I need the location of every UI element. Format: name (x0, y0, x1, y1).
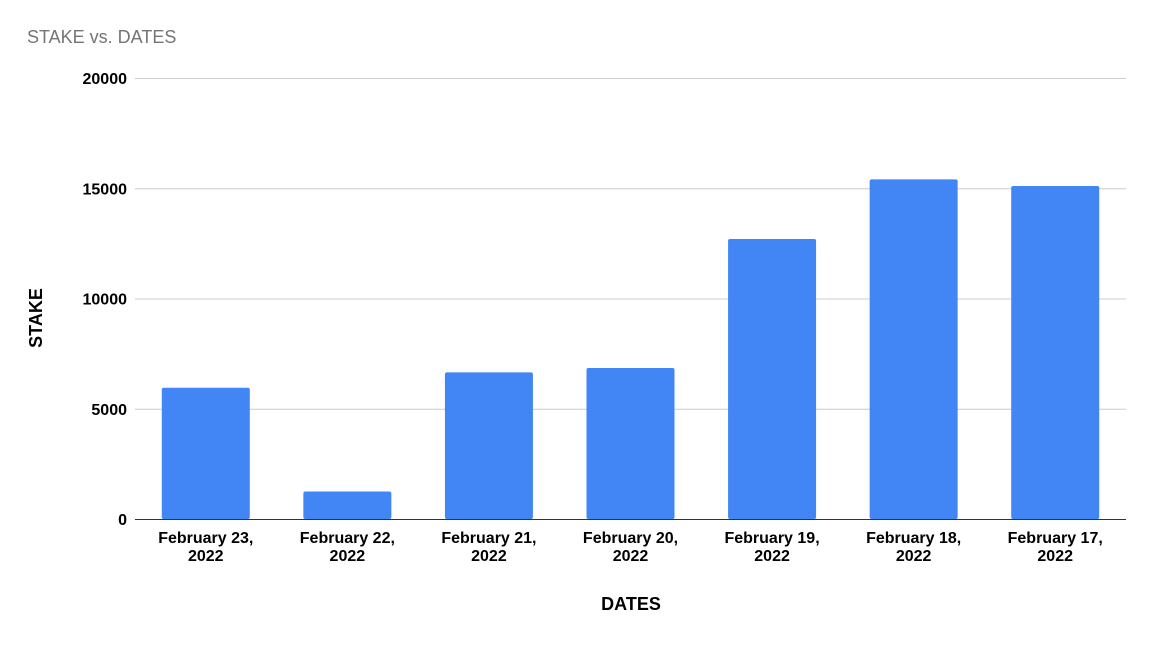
y-tick-label: 5000 (91, 402, 127, 419)
y-tick-label: 10000 (83, 292, 128, 309)
x-tick-label: February 22, 2022 (300, 530, 395, 565)
y-tick-label: 20000 (83, 71, 128, 88)
bar (728, 238, 817, 519)
x-tick-label: February 21, 2022 (441, 530, 536, 565)
bar (586, 367, 675, 519)
bar (1011, 186, 1100, 520)
bars (161, 179, 1100, 520)
y-tick-label: 0 (118, 512, 127, 529)
bar (444, 372, 533, 519)
x-tick-label: February 19, 2022 (724, 530, 819, 565)
x-axis-title: DATES (601, 594, 661, 614)
bar (161, 387, 250, 519)
x-tick-label: February 18, 2022 (866, 530, 961, 565)
y-axis-tick-labels: 0 5000 10000 15000 20000 (83, 71, 128, 529)
chart-title: STAKE vs. DATES (27, 27, 176, 47)
x-tick-label: February 20, 2022 (583, 530, 678, 565)
y-axis-title: STAKE (26, 288, 46, 348)
x-tick-label: February 23, 2022 (158, 530, 253, 565)
gridlines (135, 78, 1126, 410)
bar (869, 179, 958, 519)
bar (303, 491, 392, 519)
x-tick-label: February 17, 2022 (1008, 530, 1103, 565)
y-tick-label: 15000 (83, 181, 128, 198)
x-axis-tick-labels: February 23, 2022 February 22, 2022 February… (158, 530, 1103, 565)
